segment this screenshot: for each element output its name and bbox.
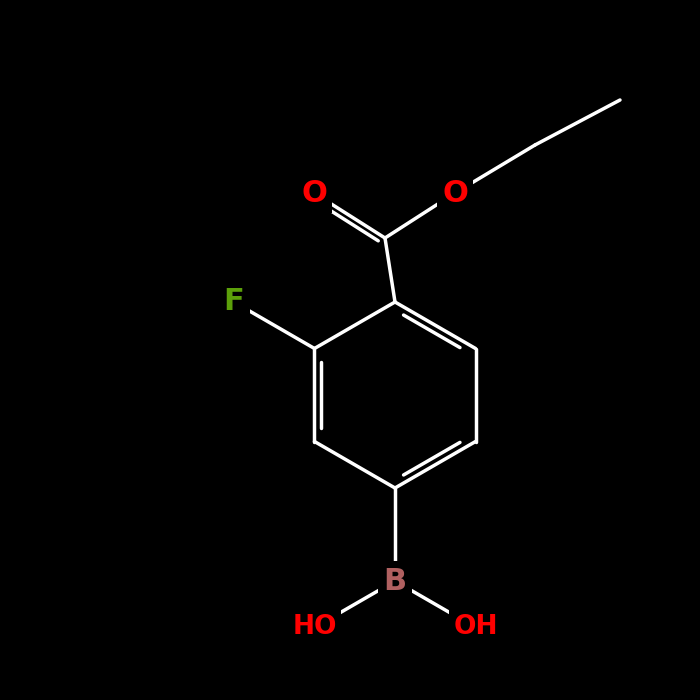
Text: O: O bbox=[301, 178, 327, 207]
Text: OH: OH bbox=[454, 615, 498, 640]
Text: B: B bbox=[384, 566, 407, 596]
Text: HO: HO bbox=[292, 615, 337, 640]
Text: F: F bbox=[223, 288, 244, 316]
Text: O: O bbox=[442, 178, 468, 207]
